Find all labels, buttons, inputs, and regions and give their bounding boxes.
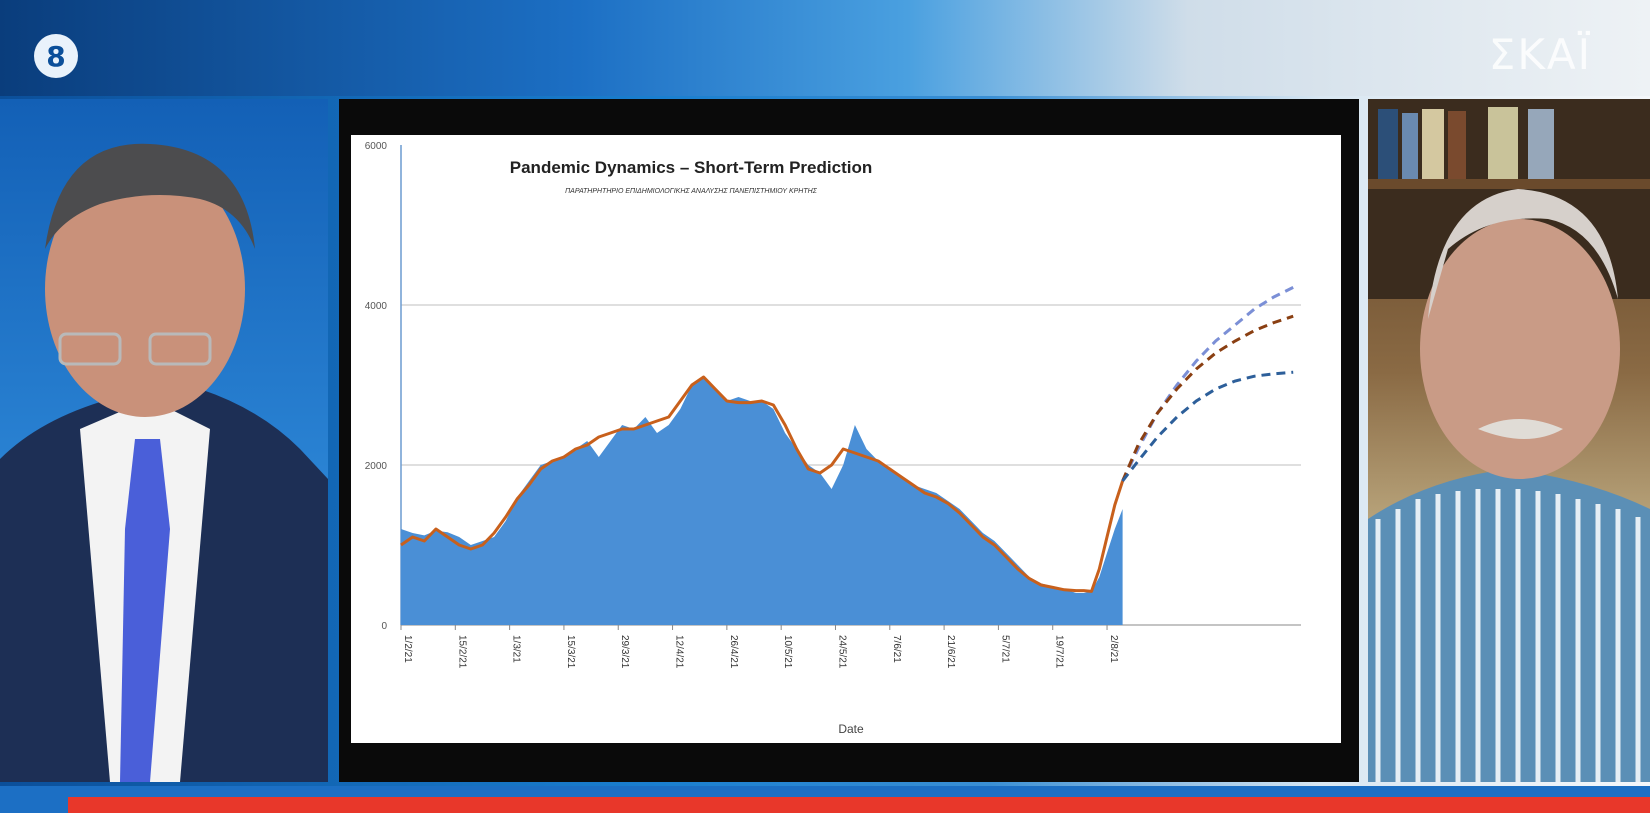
series-prediction-4 (1121, 370, 1294, 482)
series-prediction-2 (1121, 286, 1294, 482)
plot-area: 0 2000 4000 6000 1/2/21 15/2/21 1/3/21 15/3/21 2… (365, 141, 1301, 669)
broadcast-brand: ΣΚΑΪ (1488, 30, 1592, 79)
x-tick-label: 26/4/21 (728, 635, 739, 669)
chart-title: Pandemic Dynamics – Short-Term Predictio… (510, 158, 872, 177)
channel-logo: 8 (34, 34, 78, 78)
series-area-daily-cases (401, 377, 1123, 625)
x-tick-label: 12/4/21 (674, 635, 685, 669)
x-tick-label: 29/3/21 (619, 635, 630, 669)
chart-card: Pandemic Dynamics – Short-Term Predictio… (351, 135, 1341, 743)
x-tick-label: 10/5/21 (782, 635, 793, 669)
pandemic-chart: Pandemic Dynamics – Short-Term Predictio… (365, 141, 1301, 736)
news-ticker (68, 797, 1650, 813)
x-tick-label: 1/2/21 (402, 635, 413, 663)
anchor-figure (0, 143, 328, 782)
anchor-video-feed (0, 99, 328, 782)
chart-subtitle: ΠΑΡΑΤΗΡΗΤΗΡΙΟ ΕΠΙΔΗΜΙΟΛΟΓΙΚΗΣ ΑΝΑΛΥΣΗΣ Π… (565, 188, 818, 195)
x-tick-label: 7/6/21 (891, 635, 902, 663)
x-tick-label: 2/8/21 (1108, 635, 1119, 663)
x-axis-label: Date (838, 722, 864, 736)
x-tick-label: 24/5/21 (836, 635, 847, 669)
x-tick-label: 19/7/21 (1054, 635, 1065, 669)
x-tick-label: 15/3/21 (565, 635, 576, 669)
y-tick-label: 6000 (365, 141, 388, 152)
series-line-smoothed (400, 375, 1125, 593)
guest-video-feed (1368, 99, 1650, 782)
y-tick-label: 0 (381, 621, 387, 632)
broadcast-top-band (0, 0, 1650, 96)
series-prediction-3 (1121, 314, 1294, 482)
x-tick-label: 1/3/21 (511, 635, 522, 663)
x-tick-label: 15/2/21 (456, 635, 467, 669)
y-tick-label: 2000 (365, 461, 388, 472)
chart-screen: Pandemic Dynamics – Short-Term Predictio… (339, 99, 1359, 782)
guest-figure (1368, 99, 1650, 782)
x-tick-label: 21/6/21 (945, 635, 956, 669)
y-tick-label: 4000 (365, 301, 388, 312)
x-tick-label: 5/7/21 (999, 635, 1010, 663)
